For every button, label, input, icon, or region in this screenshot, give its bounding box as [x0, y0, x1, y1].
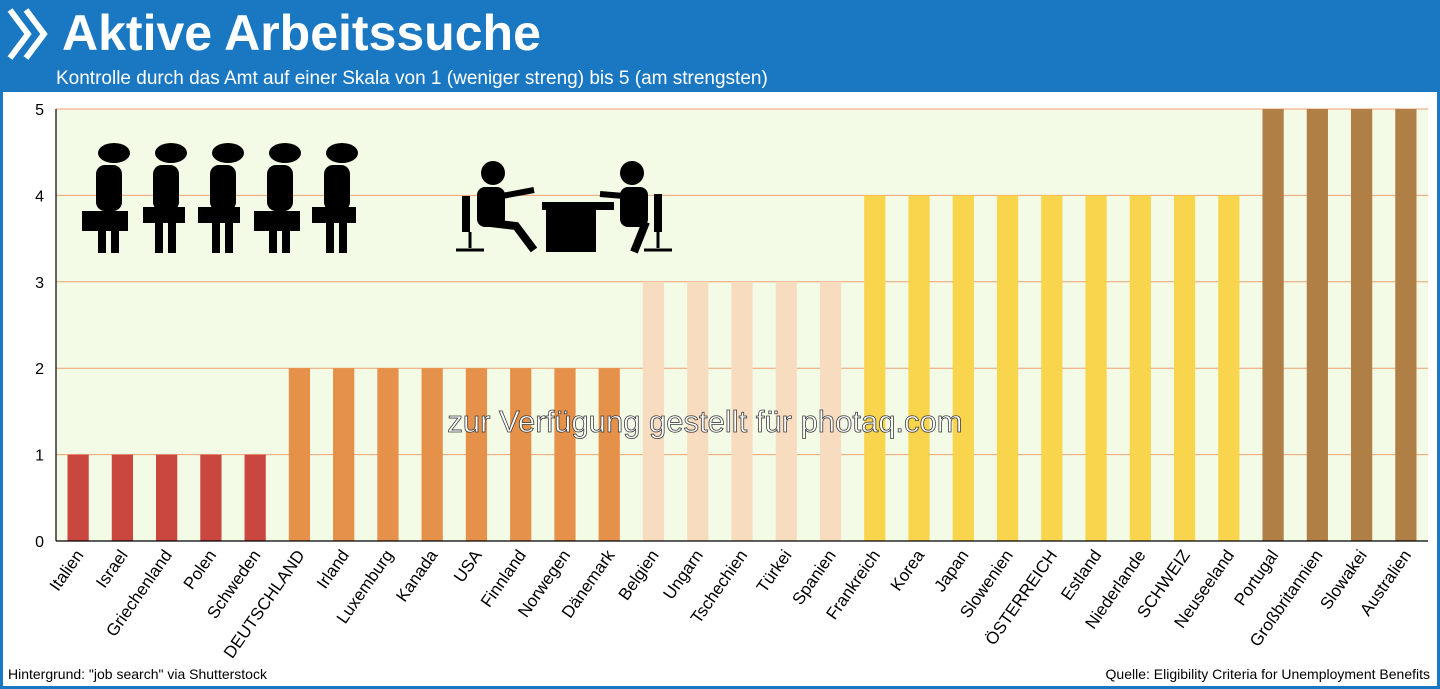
y-tick-label: 5: [35, 102, 44, 119]
x-tick-label: Belgien: [615, 546, 663, 603]
x-tick-label: Italien: [46, 546, 88, 594]
x-tick-label: Estland: [1057, 546, 1105, 603]
bar: [819, 281, 842, 541]
chart-title: Aktive Arbeitssuche: [62, 5, 541, 61]
bars: [67, 109, 1417, 541]
bar: [1129, 195, 1151, 541]
x-tick-label: Polen: [180, 546, 221, 593]
bar: [864, 195, 886, 541]
bar: [908, 195, 930, 541]
bar: [1350, 109, 1373, 541]
x-tick-label: USA: [450, 546, 486, 586]
background-credit: Hintergrund: "job search" via Shuttersto…: [8, 666, 267, 682]
bar: [1306, 109, 1328, 541]
bar: [731, 281, 753, 541]
y-tick-label: 1: [35, 448, 44, 465]
bar: [775, 281, 797, 541]
bar: [421, 368, 443, 541]
x-tick-label: Korea: [887, 546, 929, 595]
bar: [67, 454, 89, 541]
bar: [377, 368, 399, 541]
y-tick-label: 2: [35, 361, 44, 378]
bar: [554, 368, 576, 541]
bar: [1041, 195, 1063, 541]
bar: [996, 195, 1019, 541]
double-chevron-icon: [7, 8, 48, 60]
bar: [510, 368, 532, 541]
y-tick-labels: 0 1 2 3 4 5: [35, 102, 44, 551]
x-tick-label: Ungarn: [659, 546, 707, 603]
bar: [1395, 109, 1417, 541]
bar: [952, 195, 974, 541]
y-tick-label: 4: [35, 188, 44, 205]
bar: [1218, 195, 1240, 541]
x-tick-label: Israel: [92, 546, 131, 591]
people-waiting-queue-icon: [82, 143, 358, 253]
x-tick-label: Japan: [930, 546, 972, 595]
bar: [200, 454, 222, 541]
bar: [642, 281, 665, 541]
x-tick-label: Türkei: [753, 546, 796, 596]
bar: [465, 368, 488, 541]
y-tick-label: 0: [35, 534, 44, 551]
bar: [687, 281, 709, 541]
bar: [288, 368, 311, 541]
y-tick-label: 3: [35, 275, 44, 292]
bar: [1262, 109, 1284, 541]
x-tick-label: Kanada: [392, 546, 441, 605]
x-tick-label: Irland: [313, 546, 353, 592]
bar: [111, 454, 134, 541]
bar: [156, 454, 178, 541]
bar: [598, 368, 620, 541]
x-tick-label: DEUTSCHLAND: [220, 546, 309, 661]
watermark: zur Verfügung gestellt für photaq.com: [447, 404, 963, 440]
header-bar: Aktive Arbeitssuche Kontrolle durch das …: [0, 0, 1440, 92]
source-note: Quelle: Eligibility Criteria for Unemplo…: [1105, 666, 1430, 682]
bar: [333, 368, 355, 541]
bar: [1173, 195, 1196, 541]
chart-subtitle: Kontrolle durch das Amt auf einer Skala …: [56, 68, 768, 89]
bar: [244, 454, 266, 541]
office-desk-meeting-icon: [456, 161, 672, 254]
bar: [1085, 195, 1107, 541]
